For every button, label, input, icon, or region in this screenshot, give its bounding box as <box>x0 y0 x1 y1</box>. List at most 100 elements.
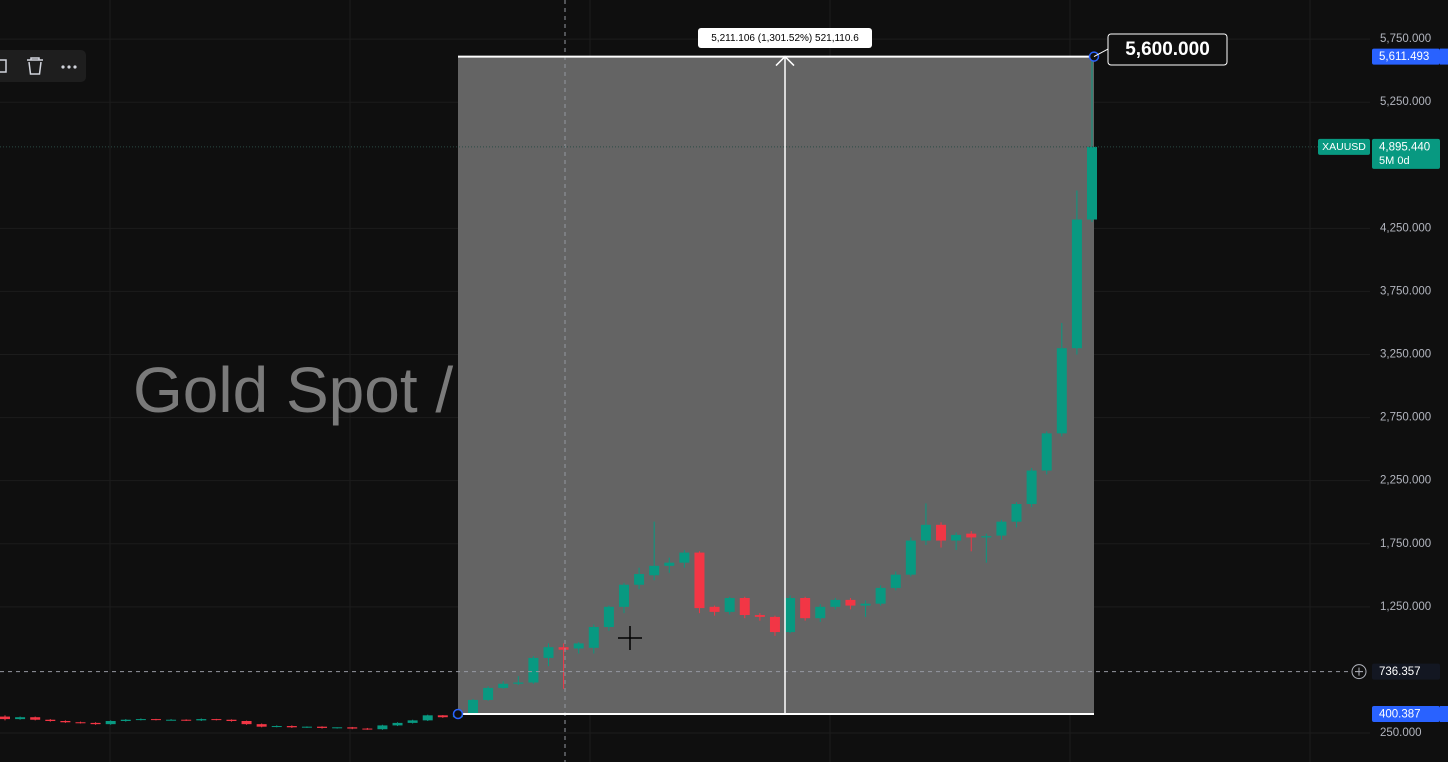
candle-body <box>105 720 116 725</box>
y-tick-label: 3,750.000 <box>1380 285 1431 297</box>
candle-body <box>15 717 26 720</box>
price-label: 736.357 <box>1379 666 1421 678</box>
scale-marker <box>1440 48 1448 65</box>
candle-body <box>90 722 101 725</box>
candle-body <box>875 587 886 604</box>
candle-body <box>603 606 614 628</box>
candle-body <box>30 717 41 720</box>
y-tick-label: 4,250.000 <box>1380 222 1431 234</box>
candle-body <box>181 719 192 721</box>
measure-label: 5,211.106 (1,301.52%) 521,110.6 <box>711 33 859 44</box>
candle-body <box>573 643 584 649</box>
candle-body <box>981 536 992 538</box>
price-label: 400.387 <box>1379 709 1421 721</box>
y-tick-label: 3,250.000 <box>1380 349 1431 361</box>
crosshair-add-plus <box>1355 667 1363 676</box>
candle-body <box>75 722 86 724</box>
candle-body <box>196 719 207 721</box>
candle-body <box>951 534 962 541</box>
candle-body <box>845 599 856 606</box>
icon-lock[interactable] <box>0 59 7 73</box>
candle-body <box>558 647 569 650</box>
countdown: 5M 0d <box>1379 155 1410 167</box>
candle-body <box>513 682 524 684</box>
y-tick-label: 5,750.000 <box>1380 33 1431 45</box>
measure-label-bg <box>698 28 872 48</box>
candle-body <box>271 726 282 728</box>
price-label-bg <box>1372 48 1440 65</box>
symbol-tag: XAUUSD <box>1322 141 1366 153</box>
candle-body <box>150 719 161 721</box>
symbol-tag-bg <box>1318 138 1370 155</box>
candle-body <box>392 722 403 726</box>
candle-body <box>1041 433 1052 471</box>
candle-body <box>724 597 735 612</box>
y-tick-label: 2,250.000 <box>1380 475 1431 487</box>
anchor-start <box>452 708 464 720</box>
icon-delete[interactable] <box>27 57 43 75</box>
price-label: 5,611.493 <box>1379 51 1429 63</box>
candle-body <box>890 574 901 588</box>
candle-body <box>498 683 509 688</box>
measure-arrowhead <box>775 55 795 67</box>
candle-body <box>256 724 267 727</box>
candle-body <box>211 719 222 721</box>
candle-body <box>920 524 931 541</box>
candle-body <box>468 699 479 715</box>
price-label: 4,895.440 <box>1379 141 1430 153</box>
candle-body <box>769 616 780 633</box>
y-tick-label: 5,250.000 <box>1380 96 1431 108</box>
candle-body <box>634 574 645 585</box>
toolbar[interactable] <box>0 50 86 82</box>
y-tick-label: 2,750.000 <box>1380 412 1431 424</box>
price-label-bg <box>1372 663 1440 680</box>
candle-body <box>301 726 312 728</box>
candle-body <box>754 615 765 617</box>
candle-body <box>1071 219 1082 349</box>
candle-body <box>785 597 796 633</box>
candle-body <box>317 726 328 728</box>
candle-body <box>543 647 554 658</box>
candle-body <box>407 720 418 723</box>
candle-body <box>60 720 71 723</box>
measure-box <box>458 56 1094 715</box>
candle-body <box>694 552 705 609</box>
candle-body <box>815 606 826 619</box>
candle-body <box>1056 348 1067 434</box>
callout-box <box>1107 33 1228 66</box>
candle-body <box>588 627 599 648</box>
candle-body <box>936 524 947 541</box>
candle-body <box>709 606 720 612</box>
candle-body <box>332 727 343 729</box>
candle-body <box>362 728 373 730</box>
candle-body <box>664 562 675 566</box>
toolbar-bg <box>0 50 86 82</box>
candle-body <box>800 597 811 619</box>
plot <box>0 56 1097 730</box>
candle-body <box>679 552 690 563</box>
candle-body <box>739 597 750 616</box>
candle-body <box>996 521 1007 536</box>
y-axis-bg <box>1370 0 1448 762</box>
candle-body <box>966 533 977 538</box>
candle-body <box>618 584 629 607</box>
scale-marker <box>1440 706 1448 723</box>
candle-body <box>120 719 131 721</box>
candle-body <box>1026 470 1037 505</box>
candle-body <box>166 719 177 721</box>
candle-body <box>1087 146 1097 220</box>
cursor <box>618 626 642 650</box>
candle-body <box>422 715 433 721</box>
candle-body <box>0 716 10 720</box>
candle-body <box>241 720 252 725</box>
candle-body <box>905 540 916 575</box>
candle-body <box>437 715 448 718</box>
candle-body <box>135 719 146 721</box>
crosshair-add <box>1351 664 1367 680</box>
candle-body <box>649 565 660 576</box>
candle-body <box>347 727 358 729</box>
candle-body <box>226 719 237 721</box>
icon-more[interactable] <box>61 65 77 69</box>
y-tick-label: 1,250.000 <box>1380 601 1431 613</box>
